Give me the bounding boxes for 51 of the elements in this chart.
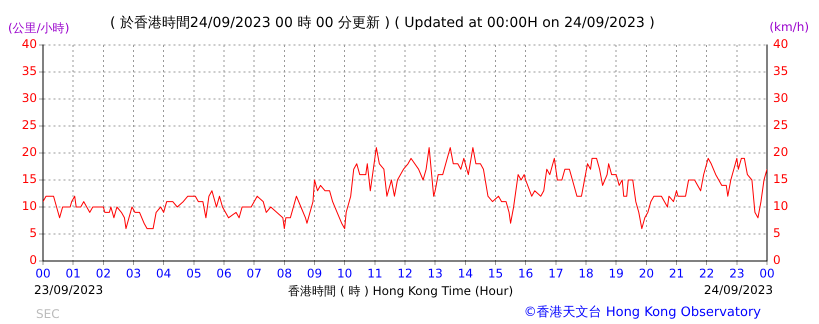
x-tick-label: 14	[458, 266, 473, 280]
y-tick-label: 35	[22, 64, 37, 78]
y2-tick-label: 25	[773, 118, 788, 132]
x-tick-label: 16	[518, 266, 534, 280]
x-tick-label: 02	[96, 266, 111, 280]
y2-tick-label: 35	[773, 64, 788, 78]
x-tick-label: 09	[306, 266, 322, 280]
y-tick-label: 25	[22, 118, 37, 132]
x-tick-label: 04	[156, 266, 172, 280]
y-tick-label: 20	[22, 145, 37, 160]
text: 24/09/2023	[704, 283, 773, 297]
chart-title: ( 於香港時間24/09/2023 00 時 00 分更新 ) ( Updated at 00:00H on 24/09/2023 )	[110, 14, 655, 32]
y-tick-label: 10	[22, 199, 37, 214]
y-tick-label: 30	[22, 91, 37, 106]
y2-axis-title: (km/h)	[769, 20, 809, 34]
y2-tick-label: 30	[773, 91, 788, 106]
x-tick-label: 00	[759, 266, 775, 280]
x-tick-label: 13	[428, 266, 443, 280]
x-tick-label: 05	[186, 266, 202, 280]
x-tick-label: 00	[35, 266, 51, 280]
text: 23/09/2023	[34, 283, 104, 297]
x-tick-label: 01	[66, 266, 81, 280]
y-tick-label: 5	[29, 226, 37, 240]
x-tick-label: 22	[699, 266, 714, 280]
text: ©香港天文台 Hong Kong Observatory	[524, 304, 761, 321]
x-tick-label: 07	[246, 266, 262, 280]
text: SEC	[36, 307, 60, 321]
x-tick-label: 23	[729, 266, 744, 280]
y-axis-title: (公里/小時)	[8, 20, 70, 37]
x-tick-label: 17	[548, 266, 564, 280]
y2-tick-label: 40	[773, 37, 788, 52]
y-tick-label: 40	[22, 37, 37, 52]
x-tick-label: 20	[638, 266, 654, 280]
y2-tick-label: 15	[773, 172, 788, 186]
y2-tick-label: 20	[773, 145, 788, 160]
x-tick-label: 03	[126, 266, 142, 280]
x-tick-label: 12	[397, 266, 413, 280]
x-tick-label: 15	[488, 266, 504, 280]
x-tick-label: 21	[668, 266, 684, 280]
x-tick-label: 11	[367, 266, 382, 280]
y-tick-label: 0	[29, 253, 37, 268]
x-tick-label: 18	[578, 266, 594, 280]
y2-tick-label: 5	[773, 226, 781, 240]
x-tick-label: 08	[276, 266, 292, 280]
y2-tick-label: 0	[773, 253, 781, 268]
x-tick-label: 10	[337, 266, 352, 280]
y2-tick-label: 10	[773, 199, 788, 214]
x-tick-label: 06	[216, 266, 232, 280]
x-tick-label: 19	[608, 266, 624, 280]
y-tick-label: 15	[22, 172, 37, 186]
x-axis-title: 香港時間 ( 時 ) Hong Kong Time (Hour)	[288, 283, 514, 300]
